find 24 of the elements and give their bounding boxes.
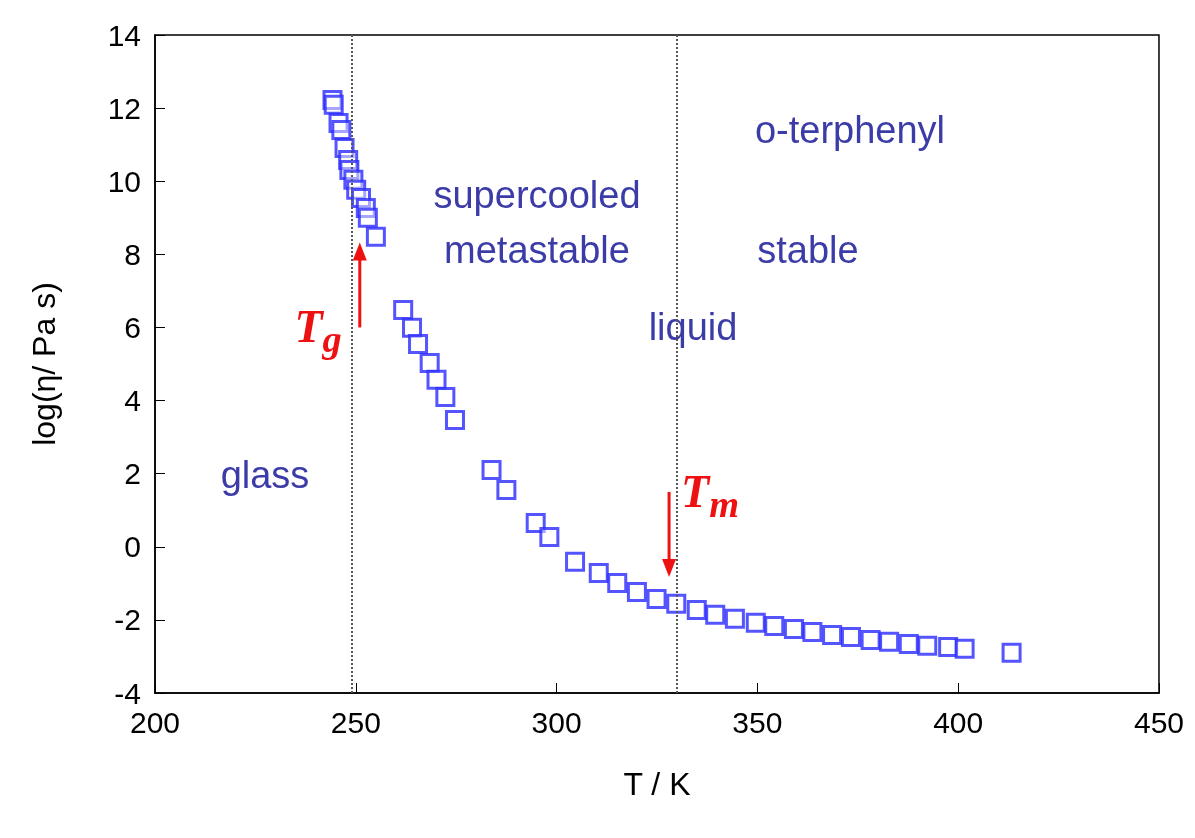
y-tick-label: 14 xyxy=(107,18,141,52)
annotation: glass xyxy=(220,454,310,496)
annotation: liquid xyxy=(648,306,738,348)
x-tick-label: 450 xyxy=(1133,705,1184,739)
x-tick-label: 300 xyxy=(531,705,582,739)
y-tick-label: -2 xyxy=(114,603,141,637)
annotation: metastable xyxy=(444,229,630,271)
x-tick-label: 250 xyxy=(330,705,381,739)
y-axis-title: log(η/ Pa s) xyxy=(26,282,62,446)
y-tick-label: 0 xyxy=(124,530,141,564)
annotation: T$_{g}$ xyxy=(294,300,342,361)
x-axis-title: T / K xyxy=(623,766,691,802)
y-tick-label: 8 xyxy=(124,237,141,271)
y-tick-label: 6 xyxy=(124,310,141,344)
y-tick-label: 4 xyxy=(124,384,141,418)
annotation: T$_{m}$ xyxy=(681,464,739,526)
y-tick-label: 2 xyxy=(124,457,141,491)
annotation: supercooled xyxy=(433,174,641,216)
x-tick-label: 400 xyxy=(933,705,984,739)
y-tick-label: 12 xyxy=(107,91,141,125)
annotation: stable xyxy=(757,229,859,271)
annotation: o-terphenyl xyxy=(754,109,946,151)
y-tick-label: 10 xyxy=(107,164,141,198)
x-tick-label: 350 xyxy=(732,705,783,739)
